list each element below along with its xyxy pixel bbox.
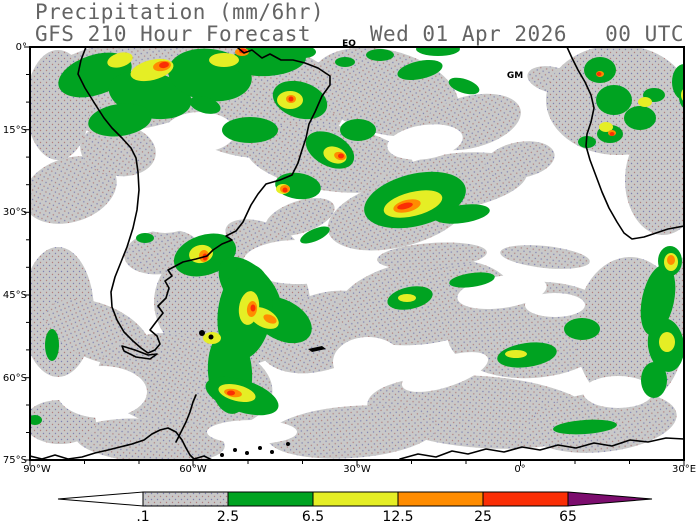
colorbar-yellow-segment (312, 491, 399, 507)
lon-label-90w: 90°W (23, 464, 51, 475)
precipitation-field (30, 47, 684, 460)
colorbar-orange-segment (397, 491, 484, 507)
south-america-coastline (77, 47, 331, 354)
colorbar-red-segment (482, 491, 569, 507)
colorbar-label-12.5: 12.5 (382, 509, 413, 525)
equator-annotation: EQ (342, 39, 356, 49)
dry-lanes (57, 112, 653, 444)
axis-ticks (24, 46, 685, 466)
colorbar-below-arrow (57, 491, 144, 507)
colorbar: .1 2.5 6.5 12.5 25 65 (57, 491, 653, 525)
lat-label-30s: 30°S (3, 207, 27, 218)
south-georgia-island (308, 346, 326, 352)
coastlines (30, 47, 684, 460)
precip-green-layer (30, 47, 684, 435)
colorbar-green-segment (227, 491, 314, 507)
lat-label-0: 0° (16, 42, 27, 53)
longitude-axis: 90°W 60°W 30°W 0° 30°E (23, 464, 696, 475)
colorbar-label-0.1: .1 (136, 509, 149, 525)
tierra-del-fuego-coastline (121, 345, 158, 360)
falkland-islands (199, 330, 214, 340)
greenwich-annotation: GM (507, 71, 523, 81)
colorbar-label-2.5: 2.5 (217, 509, 239, 525)
africa-coastline (566, 47, 684, 240)
lat-label-75s: 75°S (3, 455, 27, 466)
map-title: Precipitation (mm/6hr) (35, 0, 324, 24)
latitude-axis: 0° 15°S 30°S 45°S 60°S 75°S (3, 42, 27, 466)
colorbar-label-6.5: 6.5 (302, 509, 324, 525)
lat-label-45s: 45°S (3, 290, 27, 301)
lon-label-60w: 60°W (179, 464, 207, 475)
antarctica-coastline (399, 437, 684, 460)
valid-date: Wed 01 Apr 2026 (370, 22, 567, 46)
colorbar-light-segment (142, 491, 229, 507)
antarctic-peninsula-coastline (30, 427, 213, 460)
antarctic-peninsula-arm (175, 394, 197, 443)
lon-label-30w: 30°W (343, 464, 371, 475)
colorbar-label-65: 65 (559, 509, 577, 525)
map-subtitle: GFS 210 Hour Forecast (35, 22, 311, 46)
valid-time: 00 UTC (605, 22, 684, 46)
colorbar-above-arrow (567, 491, 653, 507)
colorbar-label-25: 25 (474, 509, 492, 525)
lat-label-60s: 60°S (3, 373, 27, 384)
lon-label-0: 0° (514, 464, 525, 475)
lat-label-15s: 15°S (3, 125, 27, 136)
antarctic-islands (220, 442, 290, 457)
lon-label-30e: 30°E (672, 464, 696, 475)
